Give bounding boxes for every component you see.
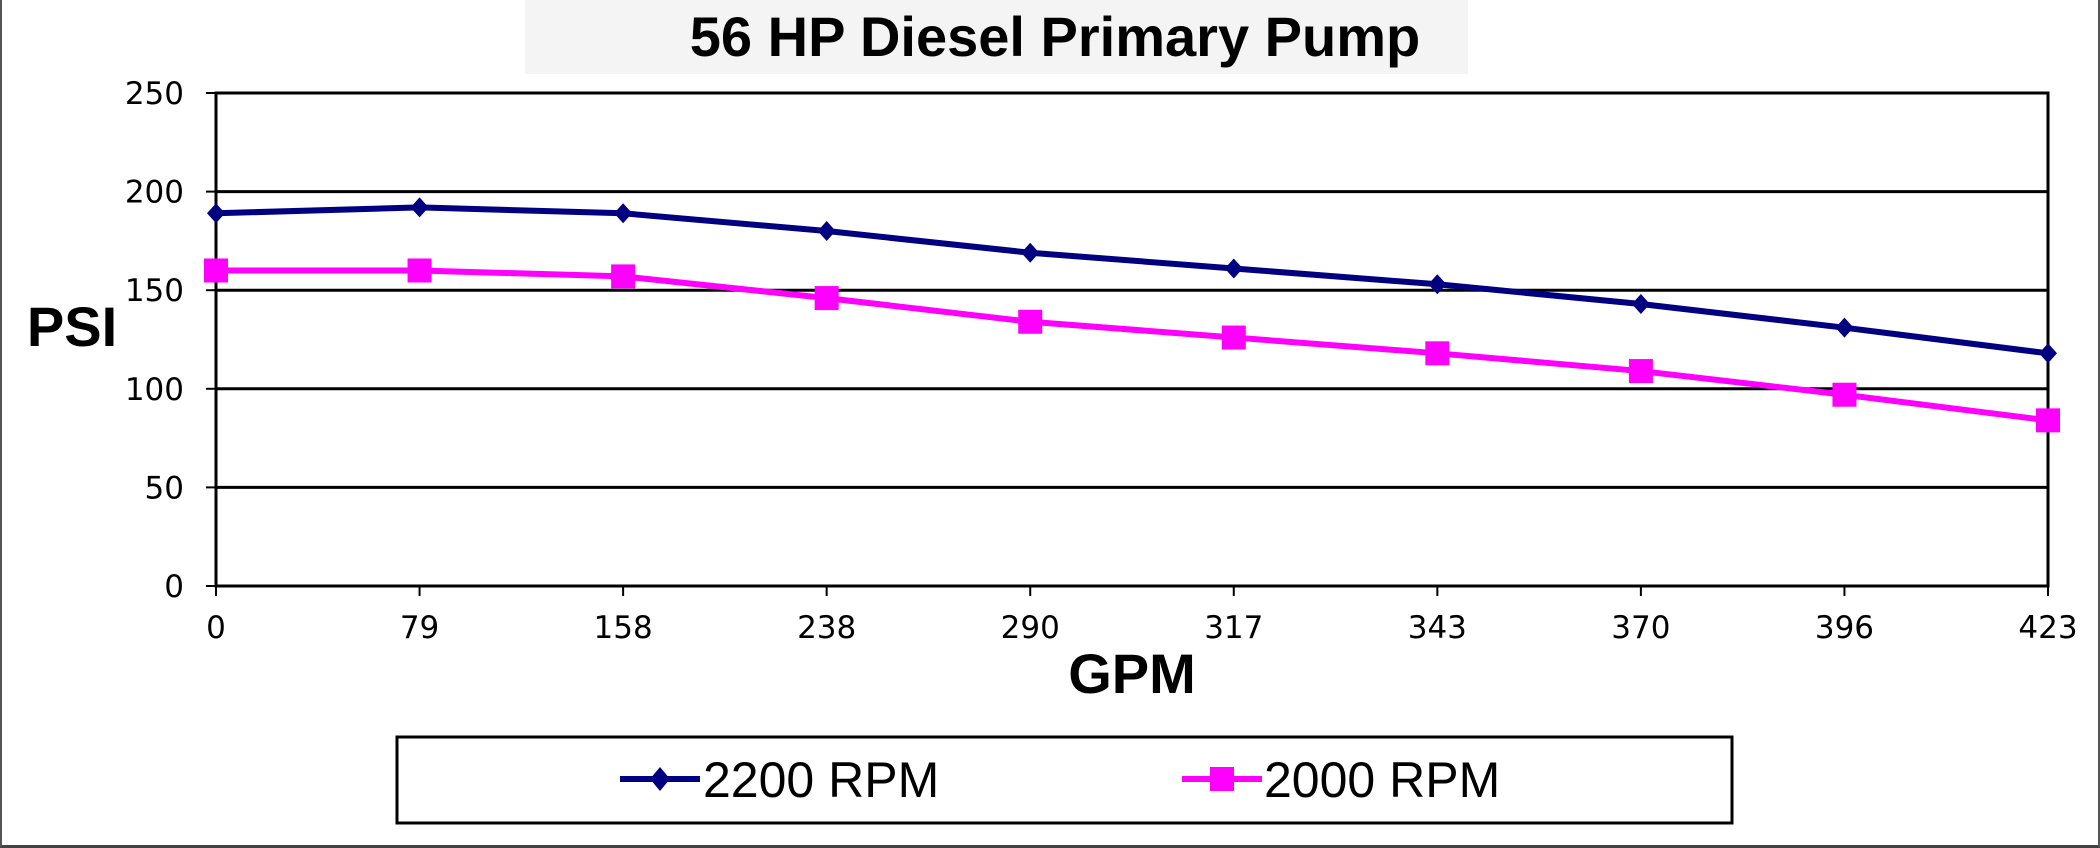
y-tick-label: 100 xyxy=(125,372,184,408)
data-point-2200-rpm xyxy=(1021,242,1040,263)
data-point-2000-rpm xyxy=(407,258,432,283)
legend-marker-2200-rpm xyxy=(650,767,670,791)
chart-title: 56 HP Diesel Primary Pump xyxy=(690,5,1420,68)
x-tick-label: 343 xyxy=(1408,610,1467,646)
legend-label-2000-rpm: 2000 RPM xyxy=(1264,752,1500,808)
data-point-2000-rpm xyxy=(2036,408,2060,433)
x-tick-label: 238 xyxy=(797,610,856,646)
x-tick-label: 317 xyxy=(1204,610,1263,646)
y-tick-label: 250 xyxy=(125,76,184,112)
data-point-2000-rpm xyxy=(1832,382,1857,407)
y-tick-label: 150 xyxy=(125,273,184,309)
data-point-2200-rpm xyxy=(1631,294,1650,315)
title-background xyxy=(525,0,1468,74)
x-tick-label: 396 xyxy=(1815,610,1874,646)
x-tick-label: 423 xyxy=(2018,610,2077,646)
data-point-2000-rpm xyxy=(1221,325,1246,350)
x-tick-label: 370 xyxy=(1611,610,1670,646)
legend: 2200 RPM 2000 RPM xyxy=(395,735,1734,825)
y-tick-label: 200 xyxy=(125,175,184,211)
data-point-2200-rpm xyxy=(1835,317,1854,338)
data-point-2200-rpm xyxy=(614,203,633,224)
data-point-2000-rpm xyxy=(611,264,636,289)
data-point-2200-rpm xyxy=(410,197,429,218)
x-tick-label: 0 xyxy=(206,610,226,646)
legend-label-2200-rpm: 2200 RPM xyxy=(703,752,939,808)
y-tick-label: 50 xyxy=(145,470,184,506)
x-tick-label: 158 xyxy=(594,610,653,646)
y-axis-ticks: 0 50 100 150 200 250 xyxy=(125,76,216,605)
data-point-2000-rpm xyxy=(1425,341,1450,366)
series-line-2200-rpm xyxy=(215,204,2049,357)
x-tick-label: 79 xyxy=(400,610,439,646)
x-axis-title: GPM xyxy=(1068,642,1196,705)
data-point-2000-rpm xyxy=(814,286,839,311)
x-tick-label: 290 xyxy=(1001,610,1060,646)
data-point-2000-rpm xyxy=(1628,359,1653,384)
gridlines xyxy=(216,190,2048,489)
data-point-2000-rpm xyxy=(204,258,228,283)
data-point-2000-rpm xyxy=(1018,309,1043,334)
data-point-2200-rpm xyxy=(1224,258,1243,279)
series-line-2000-rpm xyxy=(216,267,2049,424)
data-point-2200-rpm xyxy=(2039,343,2057,364)
legend-box xyxy=(395,735,1734,825)
y-tick-label: 0 xyxy=(164,569,184,605)
series xyxy=(204,197,2060,433)
legend-marker-2000-rpm xyxy=(1210,767,1234,791)
data-point-2200-rpm xyxy=(1428,274,1447,295)
x-axis-ticks: 0 79 158 238 290 317 343 370 396 423 xyxy=(206,586,2078,646)
plot-area xyxy=(214,91,2050,588)
data-point-2200-rpm xyxy=(207,203,225,224)
data-point-2200-rpm xyxy=(817,221,836,242)
y-axis-title: PSI xyxy=(27,295,117,358)
